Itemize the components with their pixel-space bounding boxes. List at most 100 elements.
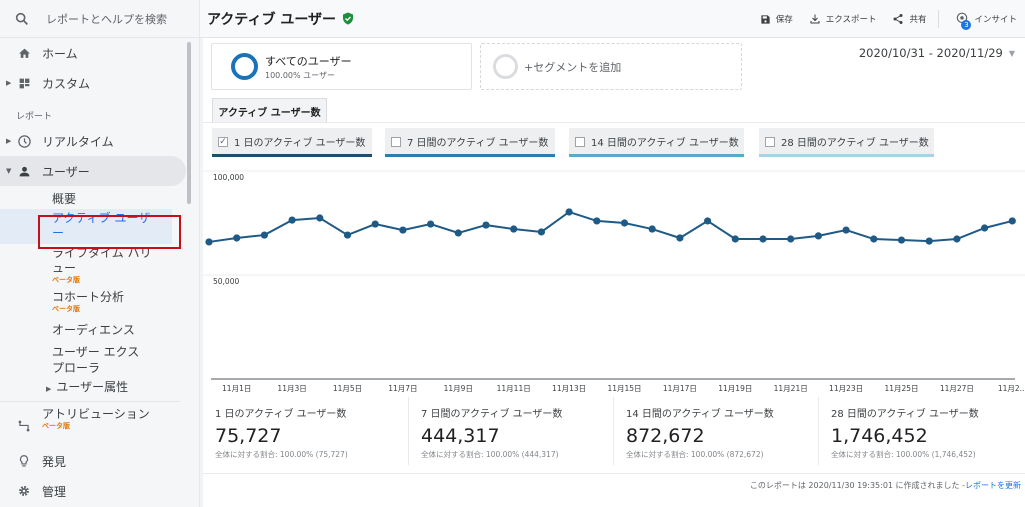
subitem-label: 概要 [52,192,77,206]
add-segment-label: +セグメントを追加 [524,60,622,74]
save-button[interactable]: 保存 [760,13,793,25]
metric-toggle-14day[interactable]: 14 日間のアクティブ ユーザー数 [569,128,744,157]
dropdown-arrow-icon: ▼ [1008,48,1015,58]
lightbulb-icon [16,453,32,469]
report-main: すべてのユーザー 100.00% ユーザー +セグメントを追加 2020/10/… [203,38,1025,507]
date-range-value: 2020/10/31 - 2020/11/29 [858,46,1003,60]
svg-text:11月2...: 11月2... [998,384,1025,393]
kpi-1day[interactable]: 1 日のアクティブ ユーザー数 75,727 全体に対する割合: 100.00%… [203,397,408,465]
svg-text:11月17日: 11月17日 [663,384,697,393]
sidebar-item-label: カスタム [42,76,91,91]
sidebar-search[interactable]: レポートとヘルプを検索 [0,0,199,38]
sidebar-item-attribution[interactable]: アトリビューション ベータ版 [0,402,150,446]
checkbox-icon[interactable] [391,136,401,147]
sidebar-item-admin[interactable]: 管理 [0,476,190,506]
caret-right-icon: ▶ [46,385,52,393]
sidebar-subitem-overview[interactable]: 概要 [0,190,190,209]
kpi-value: 872,672 [626,425,705,447]
subitem-label: オーディエンス [52,323,135,337]
sidebar-subitem-lifetime-value[interactable]: ライフタイム バリュー ベータ版 [0,244,172,285]
sidebar-subitem-user-explorer[interactable]: ユーザー エクスプローラ [0,338,172,376]
sidebar-item-custom[interactable]: ▶ カスタム [0,68,190,98]
svg-text:11月23日: 11月23日 [829,384,863,393]
metric-toggle-1day[interactable]: ✓ 1 日のアクティブ ユーザー数 [212,128,372,157]
y-tick-label: 100,000 [213,173,245,182]
caret-right-icon: ▶ [6,79,12,87]
chart-plot-area: 11月1日 11月3日 11月5日 11月7日 11月9日 11月11日 11月13日 11月… [203,170,1025,393]
date-range-picker[interactable]: 2020/10/31 - 2020/11/29 ▼ [859,46,1015,60]
kpi-28day[interactable]: 28 日間のアクティブ ユーザー数 1,746,452 全体に対する割合: 10… [818,397,1023,465]
subitem-label: ライフタイム バリュー [52,246,152,275]
sidebar-nav: ホーム ▶ カスタム レポート ▶ リアルタイム ▼ ユーザー 概要 アクティブ… [0,38,190,506]
sidebar-subitem-demographics[interactable]: ▶ ユーザー属性 [0,376,190,397]
svg-text:11月25日: 11月25日 [884,384,918,393]
kpi-14day[interactable]: 14 日間のアクティブ ユーザー数 872,672 全体に対する割合: 100.… [613,397,818,465]
beta-badge: ベータ版 [52,276,80,284]
beta-badge: ベータ版 [52,305,80,313]
export-button[interactable]: エクスポート [809,13,876,25]
svg-text:11月13日: 11月13日 [552,384,586,393]
metric-toggle-label: 28 日間のアクティブ ユーザー数 [781,138,929,149]
sidebar-item-home[interactable]: ホーム [0,38,190,68]
line-chart[interactable]: 100,000 50,000 11月1日 11月3日 11月5日 11月7日 11月9日… [203,163,1025,403]
sidebar-item-users[interactable]: ▼ ユーザー [0,156,186,186]
sidebar-item-discover[interactable]: 発見 [0,446,190,476]
clock-icon [16,133,32,149]
sidebar-item-label: 管理 [42,484,67,499]
add-segment-button[interactable]: +セグメントを追加 [480,43,742,90]
beta-badge: ベータ版 [42,422,70,430]
divider [938,10,940,28]
insights-label: インサイト [974,15,1017,25]
sidebar-item-realtime[interactable]: ▶ リアルタイム [0,126,190,156]
section-label-reports: レポート [16,112,53,122]
sidebar-scrollbar[interactable] [187,42,191,204]
save-label: 保存 [775,15,793,25]
report-header: アクティブ ユーザー 保存 エクスポート 共有 3 インサイト [200,0,1025,38]
sidebar-subitem-cohort[interactable]: コホート分析 ベータ版 [0,285,190,314]
tab-active-users-count[interactable]: アクティブ ユーザー数 [212,98,327,123]
checkbox-checked-icon[interactable]: ✓ [218,136,228,147]
kpi-label: 14 日間のアクティブ ユーザー数 [626,409,774,420]
checkbox-icon[interactable] [575,136,585,147]
download-icon [810,14,820,24]
person-icon [16,163,32,179]
subitem-label: ユーザー属性 [56,380,129,394]
insights-button[interactable]: 3 インサイト [955,12,1017,30]
svg-text:11月19日: 11月19日 [718,384,752,393]
kpi-label: 7 日間のアクティブ ユーザー数 [421,409,563,420]
dashboard-icon [16,75,32,91]
generated-timestamp: このレポートは 2020/11/30 19:35:01 に作成されました - [749,481,965,490]
segment-all-users[interactable]: すべてのユーザー 100.00% ユーザー [211,43,472,90]
sidebar-subitem-active-users[interactable]: アクティブ ユーザー [0,209,172,244]
svg-text:11月21日: 11月21日 [774,384,808,393]
kpi-label: 28 日間のアクティブ ユーザー数 [831,409,979,420]
metric-toggle-28day[interactable]: 28 日間のアクティブ ユーザー数 [759,128,934,157]
share-button[interactable]: 共有 [892,13,926,25]
sidebar-item-label: アトリビューション [42,407,150,421]
refresh-report-link[interactable]: レポートを更新 [965,481,1021,490]
kpi-summary-row: 1 日のアクティブ ユーザー数 75,727 全体に対する割合: 100.00%… [203,397,1025,467]
checkbox-icon[interactable] [765,136,775,147]
kpi-share: 全体に対する割合: 100.00% (872,672) [626,450,764,459]
metric-toggle-label: 7 日間のアクティブ ユーザー数 [407,138,549,149]
kpi-value: 444,317 [421,425,500,447]
metric-toggle-7day[interactable]: 7 日間のアクティブ ユーザー数 [385,128,555,157]
svg-text:11月15日: 11月15日 [607,384,641,393]
share-icon [893,14,903,24]
kpi-share: 全体に対する割合: 100.00% (444,317) [421,450,559,459]
sidebar: レポートとヘルプを検索 ホーム ▶ カスタム レポート ▶ リアルタイム ▼ [0,0,200,507]
sidebar-item-label: リアルタイム [42,134,114,149]
sidebar-item-label: 発見 [42,454,67,469]
svg-text:11月9日: 11月9日 [444,384,473,393]
subitem-label: アクティブ ユーザー [52,211,151,240]
segment-subtitle: 100.00% ユーザー [265,70,335,80]
highlight-annotation-box [38,215,181,249]
kpi-7day[interactable]: 7 日間のアクティブ ユーザー数 444,317 全体に対する割合: 100.0… [408,397,613,465]
segment-title: すべてのユーザー [265,54,352,68]
metric-toggle-label: 1 日のアクティブ ユーザー数 [234,138,366,149]
home-icon [16,45,32,61]
page-title-wrap: アクティブ ユーザー [207,9,354,29]
sidebar-subitem-audience[interactable]: オーディエンス [0,314,190,338]
subitem-label: コホート分析 [52,290,125,304]
